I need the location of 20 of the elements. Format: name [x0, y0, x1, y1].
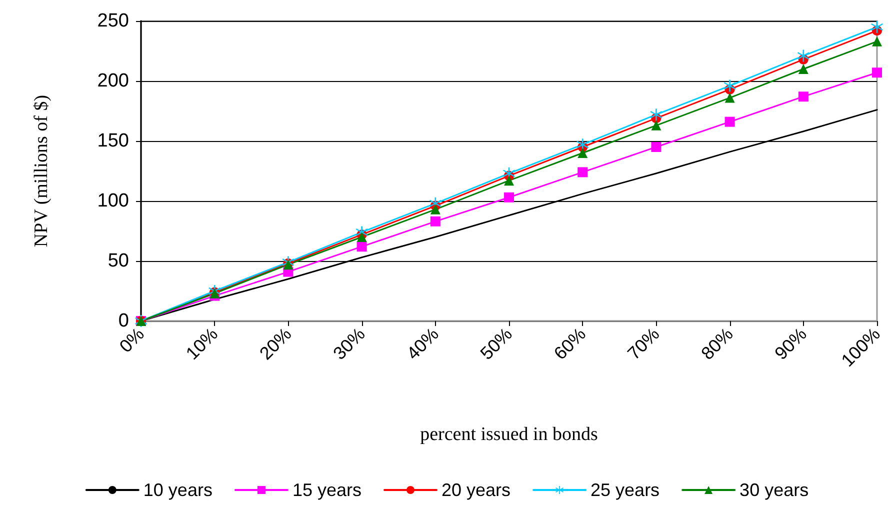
x-tick-label: 40%: [402, 324, 442, 364]
x-tick-label: 90%: [770, 324, 810, 364]
legend-label: 30 years: [740, 480, 809, 500]
legend-label: 25 years: [590, 480, 660, 500]
y-tick-label: 200: [97, 70, 129, 92]
x-tick-label: 80%: [697, 324, 737, 364]
y-tick-label: 250: [97, 10, 129, 32]
x-tick-label: 50%: [476, 324, 516, 364]
x-axis-title: percent issued in bonds: [420, 424, 598, 445]
legend-label: 20 years: [441, 480, 511, 500]
x-tick-label: 60%: [550, 324, 590, 364]
legend-label: 10 years: [143, 480, 212, 500]
y-tick-label: 0: [118, 310, 129, 332]
x-tick-label: 70%: [624, 324, 664, 364]
x-tick-label: 30%: [329, 324, 369, 364]
y-tick-label: 100: [97, 190, 129, 212]
y-tick-label: 50: [108, 250, 129, 272]
y-axis-title: NPV (millions of $): [31, 94, 52, 248]
legend-label: 15 years: [292, 480, 362, 500]
y-tick-label: 150: [97, 130, 129, 152]
